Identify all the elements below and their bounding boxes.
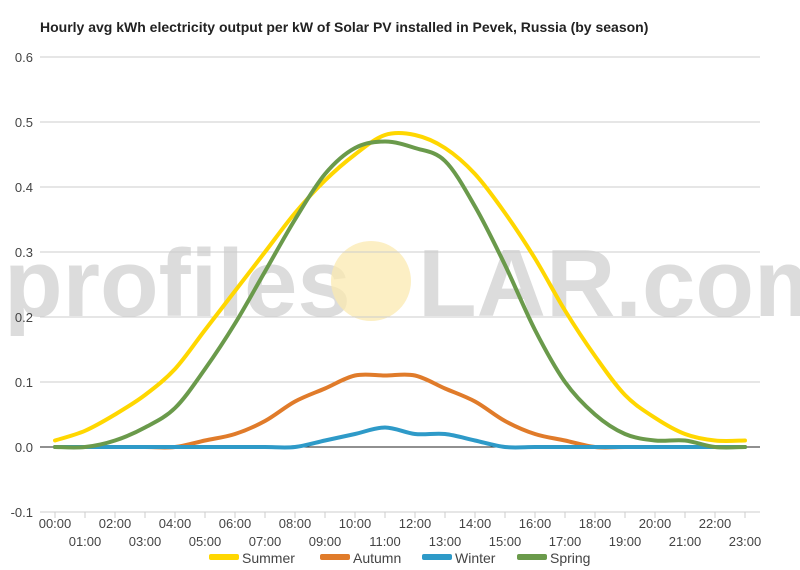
y-tick-label: -0.1: [11, 505, 33, 520]
x-tick-label: 03:00: [129, 534, 162, 549]
watermark-text-left: profiles: [4, 230, 351, 337]
legend-swatch: [320, 554, 350, 560]
y-tick-label: 0.4: [15, 180, 33, 195]
series-line-winter: [53, 425, 747, 450]
x-tick-label: 15:00: [489, 534, 522, 549]
legend[interactable]: Summer Autumn Winter Spring: [209, 550, 590, 566]
y-tick-label: 0.6: [15, 50, 33, 65]
x-tick-label: 09:00: [309, 534, 342, 549]
x-tick-label: 02:00: [99, 516, 132, 531]
x-tick-label: 20:00: [639, 516, 672, 531]
y-axis-ticks: -0.1 0.0 0.1 0.2 0.3 0.4 0.5 0.6: [11, 50, 33, 520]
y-tick-label: 0.2: [15, 310, 33, 325]
y-tick-label: 0.5: [15, 115, 33, 130]
y-tick-label: 0.3: [15, 245, 33, 260]
x-tick-label: 10:00: [339, 516, 372, 531]
series-line-summer: [53, 130, 747, 443]
x-tick-label: 05:00: [189, 534, 222, 549]
legend-item-winter[interactable]: Winter: [422, 550, 496, 566]
x-tick-label: 01:00: [69, 534, 102, 549]
watermark: profiles LAR.com: [4, 230, 800, 337]
series-line-spring: [53, 139, 747, 450]
x-tick-label: 06:00: [219, 516, 252, 531]
x-tick-label: 22:00: [699, 516, 732, 531]
chart-title: Hourly avg kWh electricity output per kW…: [40, 19, 649, 35]
grid: [40, 56, 760, 513]
x-tick-label: 19:00: [609, 534, 642, 549]
x-tick-label: 00:00: [39, 516, 72, 531]
watermark-sun: [331, 241, 411, 321]
x-tick-label: 16:00: [519, 516, 552, 531]
x-tick-label: 13:00: [429, 534, 462, 549]
x-tick-label: 14:00: [459, 516, 492, 531]
legend-swatch: [517, 554, 547, 560]
series-lines: [53, 130, 747, 450]
legend-swatch: [422, 554, 452, 560]
watermark-text-right: LAR.com: [418, 230, 800, 337]
legend-item-spring[interactable]: Spring: [517, 550, 590, 566]
legend-item-summer[interactable]: Summer: [209, 550, 295, 566]
x-axis-ticks: 00:00 01:00 02:00 03:00 04:00 05:00 06:00 07:00…: [39, 512, 762, 549]
legend-item-autumn[interactable]: Autumn: [320, 550, 401, 566]
x-tick-label: 17:00: [549, 534, 582, 549]
legend-label: Autumn: [353, 550, 401, 566]
legend-label: Summer: [242, 550, 295, 566]
legend-label: Winter: [455, 550, 496, 566]
legend-swatch: [209, 554, 239, 560]
y-tick-label: 0.1: [15, 375, 33, 390]
x-tick-label: 04:00: [159, 516, 192, 531]
x-tick-label: 21:00: [669, 534, 702, 549]
legend-label: Spring: [550, 550, 590, 566]
x-tick-label: 23:00: [729, 534, 762, 549]
y-tick-label: 0.0: [15, 440, 33, 455]
x-tick-label: 12:00: [399, 516, 432, 531]
x-tick-label: 07:00: [249, 534, 282, 549]
x-tick-label: 11:00: [369, 534, 401, 549]
x-tick-label: 08:00: [279, 516, 312, 531]
x-tick-label: 18:00: [579, 516, 612, 531]
